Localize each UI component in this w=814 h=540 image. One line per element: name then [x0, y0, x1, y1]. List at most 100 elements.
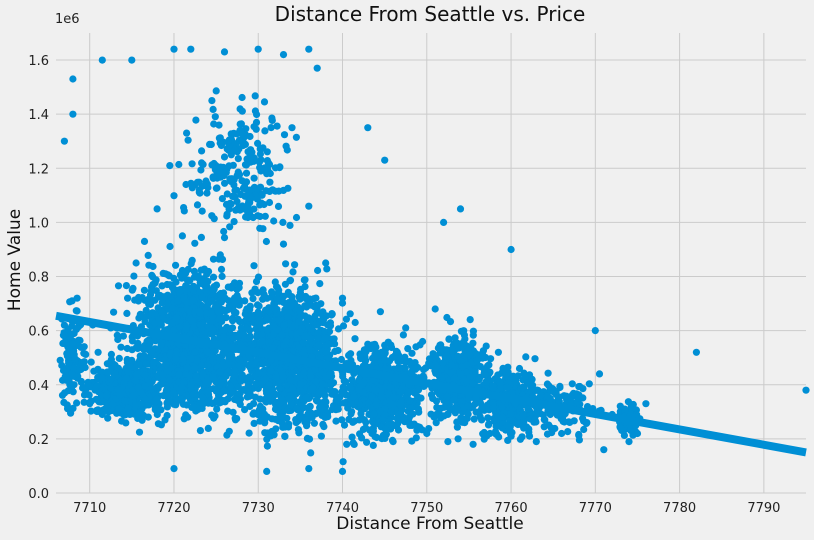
data-point	[141, 382, 149, 390]
data-point	[203, 348, 211, 356]
data-point	[289, 268, 297, 276]
data-point	[469, 327, 477, 335]
data-point	[397, 397, 406, 405]
data-point	[269, 330, 278, 339]
data-point	[166, 242, 174, 251]
data-point	[280, 131, 289, 139]
data-point	[342, 315, 350, 323]
data-point	[250, 419, 258, 427]
data-point	[291, 261, 299, 269]
data-point	[198, 207, 206, 215]
data-point	[195, 186, 203, 194]
data-point	[173, 314, 181, 322]
data-point	[77, 378, 85, 386]
data-point	[227, 200, 235, 208]
data-point	[134, 383, 142, 391]
data-point	[196, 309, 204, 317]
data-point	[223, 431, 231, 439]
data-point	[199, 400, 207, 408]
data-point	[287, 401, 295, 409]
data-point	[178, 383, 186, 391]
data-point	[324, 413, 332, 421]
data-point	[227, 284, 235, 292]
data-point	[271, 187, 279, 195]
data-point	[265, 198, 274, 207]
data-point	[182, 180, 190, 189]
data-point	[186, 371, 194, 380]
data-point	[450, 396, 458, 404]
data-point	[187, 316, 195, 324]
data-point	[103, 368, 111, 376]
data-point	[254, 289, 262, 297]
data-point	[189, 296, 197, 304]
data-point	[270, 390, 279, 398]
data-point	[196, 427, 204, 435]
data-point	[170, 326, 178, 334]
data-point	[484, 414, 492, 422]
data-point	[178, 232, 186, 240]
data-point	[301, 302, 309, 310]
data-point	[82, 350, 90, 358]
data-point	[114, 282, 123, 290]
data-point	[457, 327, 465, 335]
data-point	[347, 410, 355, 418]
data-point	[293, 405, 301, 413]
data-point	[119, 332, 127, 340]
data-point	[376, 308, 384, 316]
data-point	[446, 318, 455, 326]
data-point	[401, 353, 409, 361]
data-point	[279, 373, 287, 381]
data-point	[343, 440, 351, 448]
data-point	[325, 340, 333, 348]
data-point	[263, 157, 271, 165]
data-point	[208, 297, 216, 305]
data-point	[145, 336, 153, 344]
data-point	[295, 429, 303, 437]
data-point	[271, 278, 279, 286]
data-point	[222, 371, 230, 380]
data-point	[235, 284, 243, 292]
data-point	[122, 419, 130, 427]
data-point	[340, 399, 348, 407]
data-point	[141, 371, 149, 379]
data-point	[412, 343, 420, 351]
data-point	[362, 418, 370, 426]
data-point	[414, 363, 422, 372]
data-point	[116, 391, 124, 399]
data-point	[179, 355, 187, 363]
data-point	[370, 410, 378, 418]
data-point	[208, 411, 216, 419]
data-point	[140, 353, 148, 361]
data-point	[218, 272, 226, 280]
data-point	[327, 379, 335, 387]
data-point	[191, 364, 199, 372]
data-point	[80, 358, 88, 366]
data-point	[295, 318, 303, 326]
data-point	[213, 396, 221, 404]
data-point	[347, 356, 355, 364]
data-point	[307, 449, 315, 457]
data-point	[238, 93, 246, 102]
data-point	[67, 409, 75, 417]
data-point	[279, 240, 288, 248]
data-point	[219, 333, 228, 341]
data-point	[131, 402, 139, 410]
data-point	[129, 284, 137, 292]
data-point	[507, 410, 515, 418]
data-point	[460, 339, 468, 347]
data-point	[305, 435, 314, 443]
data-point	[259, 225, 267, 233]
data-point	[209, 273, 218, 281]
data-point	[284, 184, 292, 192]
data-point	[315, 341, 323, 349]
data-point	[322, 259, 330, 267]
data-point	[91, 386, 99, 394]
data-point	[302, 417, 310, 425]
data-point	[246, 306, 254, 314]
data-point	[286, 376, 294, 384]
data-point	[110, 308, 118, 316]
data-point	[453, 423, 461, 431]
data-point	[286, 276, 295, 284]
data-point	[266, 178, 274, 186]
data-point	[231, 186, 239, 194]
